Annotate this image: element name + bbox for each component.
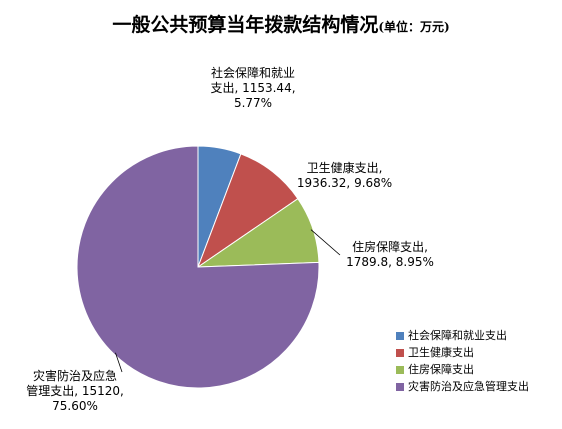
slice-label-line: 1789.8, 8.95% (346, 255, 434, 269)
slice-label-disaster: 灾害防治及应急 管理支出, 15120, 75.60% (21, 369, 129, 414)
leader-line-3 (115, 352, 123, 373)
legend-item: 住房保障支出 (396, 361, 529, 378)
legend-item: 社会保障和就业支出 (396, 327, 529, 344)
leader-line-2 (310, 229, 341, 256)
slice-label-line: 5.77% (233, 96, 273, 110)
slice-label-line: 1936.32, 9.68% (296, 176, 393, 190)
legend-item: 卫生健康支出 (396, 344, 529, 361)
slice-label-health: 卫生健康支出, 1936.32, 9.68% (292, 161, 397, 191)
legend-swatch-3 (396, 382, 404, 391)
chart-legend: 社会保障和就业支出 卫生健康支出 住房保障支出 灾害防治及应急管理支出 (396, 327, 529, 395)
legend-swatch-2 (396, 365, 404, 374)
pie-slice-3 (76, 145, 320, 389)
slice-label-line: 支出, 1153.44, (210, 81, 296, 95)
legend-label: 住房保障支出 (408, 363, 474, 376)
pie-slices (76, 145, 320, 389)
slice-label-line: 住房保障支出, (352, 240, 428, 254)
slice-label-line: 灾害防治及应急 (32, 369, 117, 383)
chart-title: 一般公共预算当年拨款结构情况(单位：万元) (0, 10, 562, 37)
chart-title-main: 一般公共预算当年拨款结构情况 (112, 14, 379, 36)
slice-label-line: 社会保障和就业 (210, 66, 295, 80)
slice-label-line: 管理支出, 15120, (26, 384, 124, 398)
legend-swatch-1 (396, 348, 404, 357)
legend-swatch-0 (396, 331, 404, 340)
slice-label-line: 卫生健康支出, (306, 161, 383, 175)
slice-label-social-security: 社会保障和就业 支出, 1153.44, 5.77% (193, 66, 313, 111)
chart-title-unit: (单位：万元) (378, 20, 450, 34)
slice-label-line: 75.60% (52, 399, 98, 413)
slice-label-housing: 住房保障支出, 1789.8, 8.95% (336, 240, 444, 270)
legend-item: 灾害防治及应急管理支出 (396, 378, 529, 395)
pie-slice-1 (196, 153, 299, 269)
legend-label: 社会保障和就业支出 (408, 329, 507, 342)
legend-label: 灾害防治及应急管理支出 (408, 380, 529, 393)
legend-label: 卫生健康支出 (408, 346, 474, 359)
leader-lines (115, 229, 341, 373)
